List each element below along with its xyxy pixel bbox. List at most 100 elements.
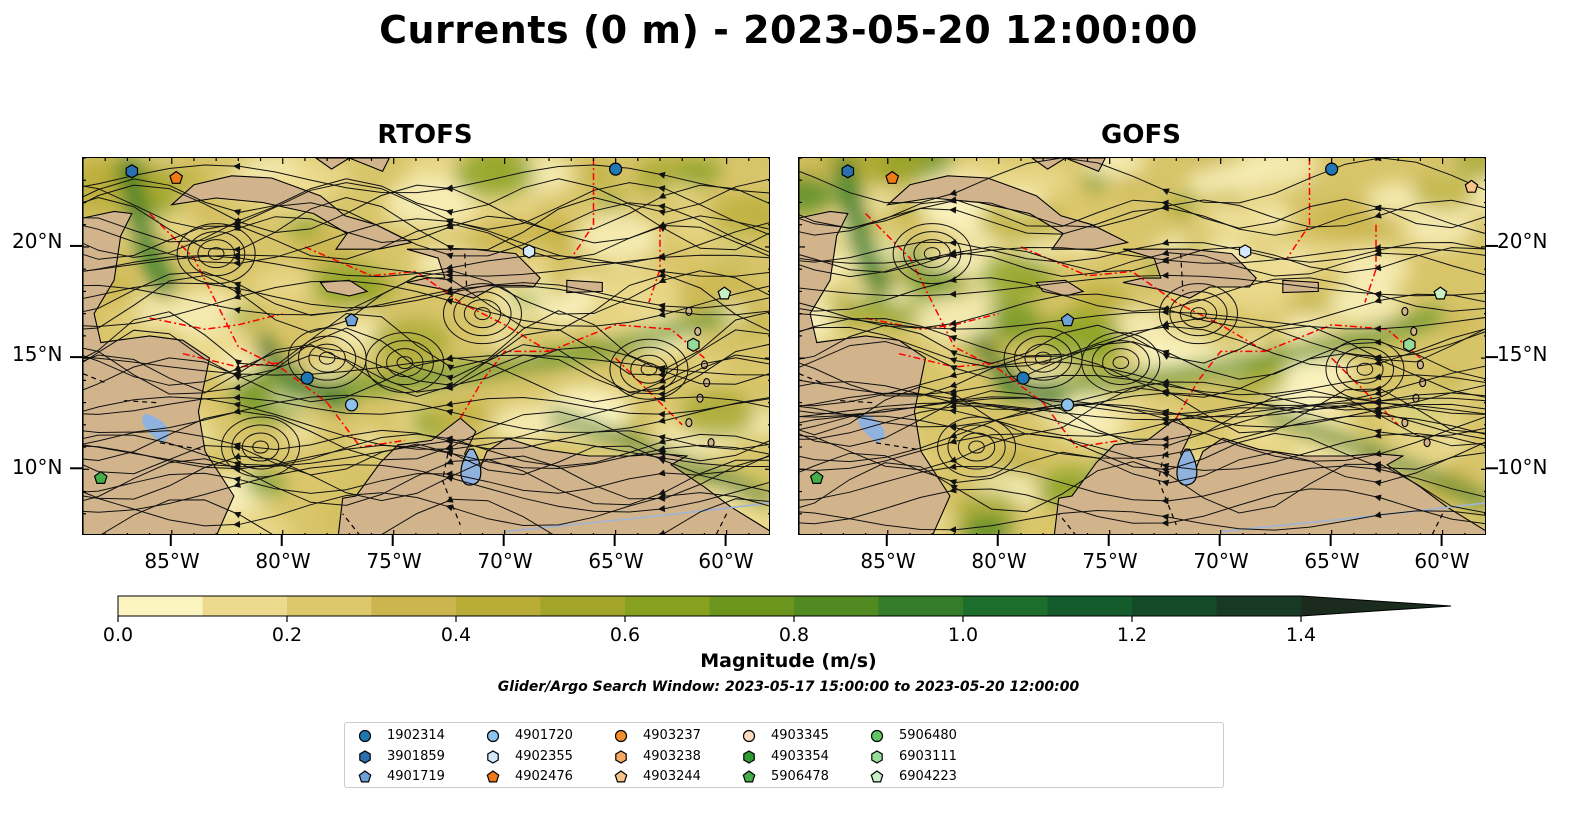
xtick-left-85w: 85°W [144,549,200,573]
figure-title: Currents (0 m) - 2023-05-20 12:00:00 [379,8,1198,52]
current-streamlines [799,158,1485,531]
legend-marker-pentagon-icon [870,770,884,783]
float-marker-4901719 [1060,313,1075,327]
xtick-left-65w: 65°W [588,549,644,573]
float-marker-5906478 [809,470,824,484]
cbar-tick-5: 1.0 [947,624,979,646]
legend-label: 4902355 [515,748,573,764]
land [83,158,769,534]
colorbar-segment [1047,596,1133,616]
colorbar-segment [963,596,1048,616]
legend-label: 5906480 [899,728,957,743]
legend-marker [871,749,883,764]
colorbar-segment [709,596,795,616]
lesser-antilles-island [1423,438,1431,448]
lesser-antilles-island [703,378,711,388]
legend-marker [742,770,756,783]
rtofs-map[interactable] [82,157,770,535]
legend-marker [487,749,499,764]
colorbar-segment [1216,596,1302,616]
legend-marker [870,770,884,783]
cbar-tick-2: 0.4 [440,624,472,646]
legend-marker-circle-icon [486,729,500,743]
legend-label: 4901719 [387,769,445,784]
colorbar-segment [456,596,541,616]
legend-label: 4903345 [771,728,829,743]
streamline-arrows [949,158,1383,534]
lesser-antilles-island [1419,378,1427,388]
legend-marker-hexagon-icon [871,749,883,764]
lesser-antilles-island [1410,326,1418,336]
map-canvas [83,158,769,534]
legend-marker-circle-icon [870,729,884,743]
colorbar [117,595,1453,628]
float-marker-6904223 [1433,286,1448,300]
colorbar-segment [202,596,288,616]
cbar-tick-4: 0.8 [778,624,810,646]
colorbar-label: Magnitude (m/s) [700,650,877,672]
legend-label: 6903111 [899,748,957,764]
xtick-right-75w: 75°W [1082,549,1138,573]
float-markers [93,162,732,484]
legend-marker-pentagon-icon [614,770,628,783]
panel-title-gofs: GOFS [1101,120,1181,150]
legend-marker [743,749,755,764]
ytick-left-10n: 10°N [12,455,63,479]
float-marker-4903244 [1464,179,1479,193]
lesser-antilles-island [696,393,704,403]
float-marker-6903111 [1403,337,1416,352]
ytick-left-20n: 20°N [12,229,63,253]
legend-marker-pentagon-icon [742,770,756,783]
xtick-right-70w: 70°W [1193,549,1249,573]
central-america-land [799,158,951,534]
legend-marker [742,729,756,743]
map-canvas [799,158,1485,534]
gofs-map[interactable] [798,157,1486,535]
legend-marker [614,729,628,743]
colorbar-segment [540,596,626,616]
lesser-antilles-island [694,326,702,336]
current-streamlines [83,164,769,534]
legend-marker [358,729,372,743]
cbar-tick-7: 1.4 [1285,624,1317,646]
float-marker-4901720 [1060,398,1075,412]
legend-marker-hexagon-icon [743,749,755,764]
colorbar-segment [878,596,964,616]
legend-label: 4903238 [643,748,701,764]
legend-label: 4903354 [771,748,829,764]
legend-label: 4903237 [643,728,701,743]
xtick-right-80w: 80°W [971,549,1027,573]
orinoco-river [504,502,769,533]
ytick-left-15n: 15°N [12,342,63,366]
central-america-land [83,158,235,534]
map-frame-ticks [83,158,769,534]
cuba-land [886,175,1130,250]
legend-label: 6904223 [899,769,957,784]
legend-marker-pentagon-icon [486,770,500,783]
float-marker-1902314 [300,371,314,385]
xtick-left-70w: 70°W [477,549,533,573]
bahamas-land [315,158,390,172]
lesser-antilles-island [1401,418,1409,428]
legend-label: 5906478 [771,769,829,784]
xtick-right-85w: 85°W [860,549,916,573]
puerto-rico-land [566,279,603,294]
legend-label: 1902314 [387,728,445,743]
legend-label: 4903244 [643,769,701,784]
float-marker-4902476 [885,170,900,184]
float-marker-4901719 [344,313,359,327]
legend-marker [486,729,500,743]
cbar-tick-1: 0.2 [271,624,303,646]
cbar-tick-6: 1.2 [1116,624,1148,646]
lesser-antilles-island [685,306,693,316]
colorbar-segment [118,596,203,616]
legend-marker-circle-icon [614,729,628,743]
panel-title-rtofs: RTOFS [377,120,473,150]
legend-label: 4902476 [515,769,573,784]
legend-marker-hexagon-icon [615,749,627,764]
cbar-tick-3: 0.6 [609,624,641,646]
legend-marker [359,749,371,764]
cbar-tick-0: 0.0 [102,624,134,646]
colorbar-extend-arrow [1301,596,1451,616]
float-marker-1902314 [1325,162,1339,176]
